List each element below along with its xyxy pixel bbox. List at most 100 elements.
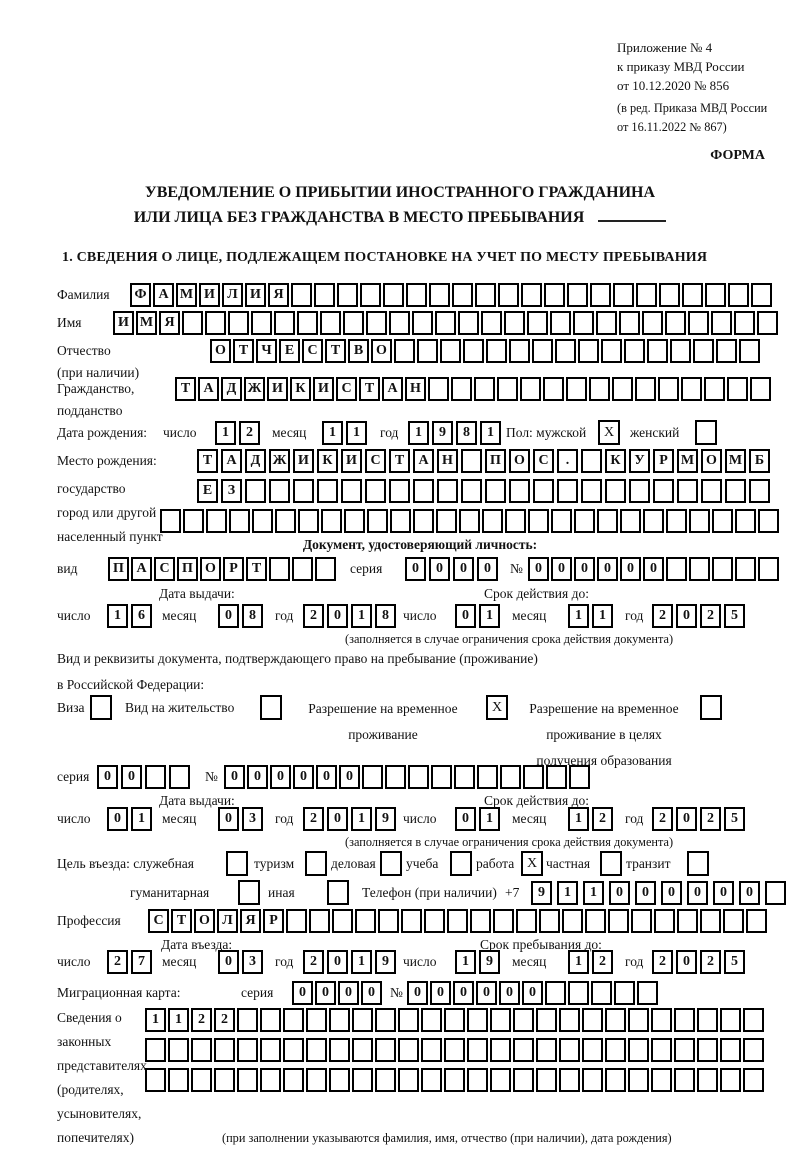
- char-box[interactable]: 0: [528, 557, 549, 581]
- char-box[interactable]: [389, 479, 410, 503]
- char-box[interactable]: [451, 377, 472, 401]
- purpose-private-checkbox[interactable]: [600, 851, 622, 876]
- char-box[interactable]: [260, 1068, 281, 1092]
- char-box[interactable]: [237, 1068, 258, 1092]
- char-box[interactable]: [758, 509, 779, 533]
- char-box[interactable]: [612, 377, 633, 401]
- char-box[interactable]: [739, 339, 760, 363]
- char-box[interactable]: [444, 1068, 465, 1092]
- char-box[interactable]: 2: [107, 950, 128, 974]
- char-box[interactable]: [689, 509, 710, 533]
- char-box[interactable]: [481, 311, 502, 335]
- char-box[interactable]: [720, 1068, 741, 1092]
- char-box[interactable]: [317, 479, 338, 503]
- char-box[interactable]: 1: [583, 881, 604, 905]
- char-box[interactable]: [292, 557, 313, 581]
- char-box[interactable]: [490, 1068, 511, 1092]
- char-box[interactable]: Л: [217, 909, 238, 933]
- char-box[interactable]: 1: [131, 807, 152, 831]
- char-box[interactable]: 0: [476, 981, 497, 1005]
- char-box[interactable]: 2: [239, 421, 260, 445]
- char-box[interactable]: 0: [676, 604, 697, 628]
- char-box[interactable]: [620, 509, 641, 533]
- char-box[interactable]: [605, 1038, 626, 1062]
- char-box[interactable]: [628, 1008, 649, 1032]
- char-box[interactable]: Т: [197, 449, 218, 473]
- char-box[interactable]: [725, 479, 746, 503]
- char-box[interactable]: 0: [574, 557, 595, 581]
- char-box[interactable]: [688, 311, 709, 335]
- char-box[interactable]: Б: [749, 449, 770, 473]
- char-box[interactable]: [283, 1068, 304, 1092]
- char-box[interactable]: [375, 1068, 396, 1092]
- char-box[interactable]: 0: [339, 765, 360, 789]
- char-box[interactable]: [461, 479, 482, 503]
- char-box[interactable]: [647, 339, 668, 363]
- char-box[interactable]: [343, 311, 364, 335]
- char-box[interactable]: И: [245, 283, 266, 307]
- char-box[interactable]: [401, 909, 422, 933]
- char-box[interactable]: [539, 909, 560, 933]
- char-box[interactable]: [283, 1038, 304, 1062]
- char-box[interactable]: [751, 283, 772, 307]
- char-box[interactable]: 3: [242, 950, 263, 974]
- char-box[interactable]: [746, 909, 767, 933]
- char-box[interactable]: К: [605, 449, 626, 473]
- char-box[interactable]: А: [198, 377, 219, 401]
- char-box[interactable]: Т: [175, 377, 196, 401]
- char-box[interactable]: П: [177, 557, 198, 581]
- char-box[interactable]: [421, 1008, 442, 1032]
- char-box[interactable]: [269, 479, 290, 503]
- char-box[interactable]: 5: [724, 807, 745, 831]
- char-box[interactable]: [677, 479, 698, 503]
- char-box[interactable]: [734, 311, 755, 335]
- char-box[interactable]: [321, 509, 342, 533]
- char-box[interactable]: [670, 339, 691, 363]
- char-box[interactable]: [613, 283, 634, 307]
- char-box[interactable]: 0: [477, 557, 498, 581]
- temp-residence-checkbox[interactable]: X: [486, 695, 508, 720]
- char-box[interactable]: Я: [268, 283, 289, 307]
- char-box[interactable]: [486, 339, 507, 363]
- char-box[interactable]: [283, 1008, 304, 1032]
- char-box[interactable]: [665, 311, 686, 335]
- char-box[interactable]: [160, 509, 181, 533]
- char-box[interactable]: [614, 981, 635, 1005]
- char-box[interactable]: [504, 311, 525, 335]
- visa-checkbox[interactable]: [90, 695, 112, 720]
- char-box[interactable]: [366, 311, 387, 335]
- char-box[interactable]: [237, 1008, 258, 1032]
- char-box[interactable]: С: [302, 339, 323, 363]
- char-box[interactable]: [413, 509, 434, 533]
- char-box[interactable]: Р: [223, 557, 244, 581]
- char-box[interactable]: [355, 909, 376, 933]
- char-box[interactable]: 0: [676, 950, 697, 974]
- char-box[interactable]: В: [348, 339, 369, 363]
- char-box[interactable]: [440, 339, 461, 363]
- char-box[interactable]: 1: [168, 1008, 189, 1032]
- char-box[interactable]: [701, 479, 722, 503]
- char-box[interactable]: 2: [191, 1008, 212, 1032]
- char-box[interactable]: 0: [453, 557, 474, 581]
- char-box[interactable]: О: [509, 449, 530, 473]
- purpose-official-checkbox[interactable]: [226, 851, 248, 876]
- char-box[interactable]: [145, 1068, 166, 1092]
- char-box[interactable]: [536, 1068, 557, 1092]
- char-box[interactable]: [658, 377, 679, 401]
- char-box[interactable]: Л: [222, 283, 243, 307]
- char-box[interactable]: Т: [171, 909, 192, 933]
- char-box[interactable]: [700, 909, 721, 933]
- char-box[interactable]: 0: [676, 807, 697, 831]
- char-box[interactable]: Т: [389, 449, 410, 473]
- char-box[interactable]: [666, 509, 687, 533]
- char-box[interactable]: 6: [131, 604, 152, 628]
- char-box[interactable]: [674, 1038, 695, 1062]
- char-box[interactable]: [362, 765, 383, 789]
- char-box[interactable]: [711, 311, 732, 335]
- char-box[interactable]: [398, 1068, 419, 1092]
- char-box[interactable]: [697, 1038, 718, 1062]
- char-box[interactable]: Т: [325, 339, 346, 363]
- char-box[interactable]: 9: [479, 950, 500, 974]
- char-box[interactable]: [145, 765, 166, 789]
- char-box[interactable]: [516, 909, 537, 933]
